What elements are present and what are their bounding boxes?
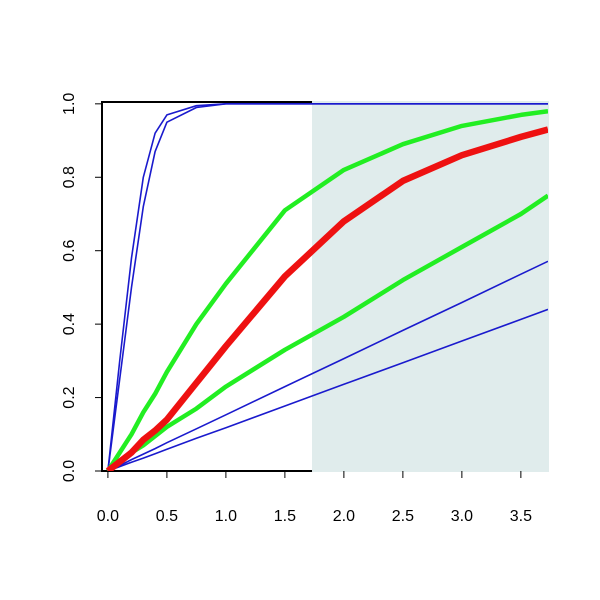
curve — [105, 126, 548, 471]
x-tick-label: 2.5 — [392, 508, 414, 525]
x-tick-label: 1.0 — [215, 508, 237, 525]
x-tick-label: 3.0 — [451, 508, 473, 525]
y-tick-label: 0.6 — [61, 239, 78, 261]
x-tick-label: 2.0 — [333, 508, 355, 525]
y-tick-label: 0.8 — [61, 166, 78, 188]
curve — [106, 108, 548, 471]
x-tick-label: 0.0 — [97, 508, 119, 525]
x-tick-label: 0.5 — [156, 508, 178, 525]
curve — [107, 260, 548, 471]
y-tick-label: 0.4 — [61, 313, 78, 335]
curve — [107, 308, 548, 471]
y-tick-label: 0.0 — [61, 460, 78, 482]
shaded-region — [312, 101, 549, 472]
x-tick-label: 1.5 — [274, 508, 296, 525]
y-tick-label: 1.0 — [61, 93, 78, 115]
x-tick-label: 3.5 — [510, 508, 532, 525]
y-tick-label: 0.2 — [61, 386, 78, 408]
curve — [107, 103, 548, 471]
